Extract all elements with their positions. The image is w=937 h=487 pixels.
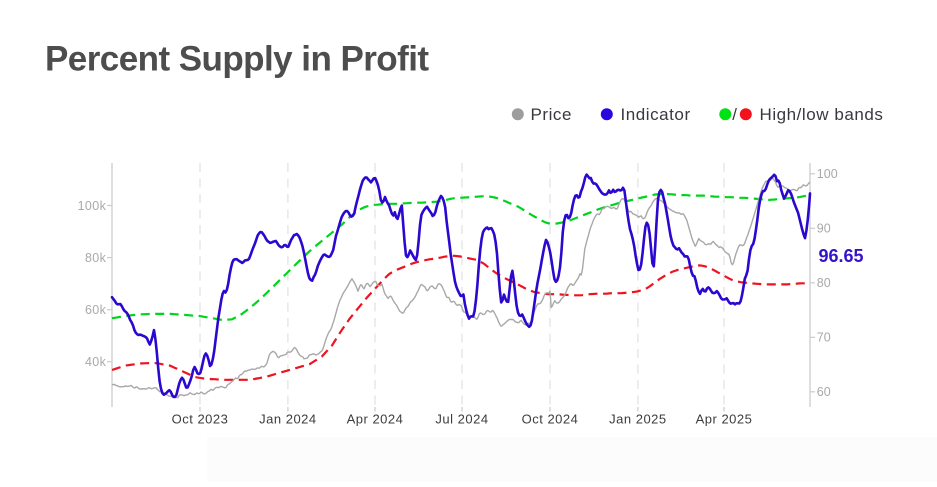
- svg-text:60k: 60k: [85, 303, 107, 317]
- svg-text:/: /: [732, 105, 737, 124]
- svg-text:40k: 40k: [85, 355, 107, 369]
- svg-text:90: 90: [817, 222, 831, 236]
- svg-text:High/low bands: High/low bands: [760, 105, 884, 124]
- svg-text:Price: Price: [531, 105, 572, 124]
- svg-text:Jan 2025: Jan 2025: [609, 412, 667, 427]
- svg-text:Apr 2024: Apr 2024: [347, 412, 404, 427]
- svg-text:80k: 80k: [85, 251, 107, 265]
- svg-text:Indicator: Indicator: [621, 105, 691, 124]
- svg-text:60: 60: [817, 385, 831, 399]
- svg-text:70: 70: [817, 331, 831, 345]
- svg-text:Percent Supply in Profit: Percent Supply in Profit: [45, 40, 429, 79]
- svg-text:100k: 100k: [78, 199, 107, 213]
- svg-text:Apr 2025: Apr 2025: [696, 412, 753, 427]
- svg-text:Jan 2024: Jan 2024: [259, 412, 317, 427]
- svg-text:Oct 2024: Oct 2024: [522, 412, 579, 427]
- svg-text:80: 80: [817, 276, 831, 290]
- svg-text:Oct 2023: Oct 2023: [172, 412, 229, 427]
- svg-text:100: 100: [817, 167, 838, 181]
- svg-text:Jul 2024: Jul 2024: [435, 412, 488, 427]
- svg-text:96.65: 96.65: [819, 246, 864, 266]
